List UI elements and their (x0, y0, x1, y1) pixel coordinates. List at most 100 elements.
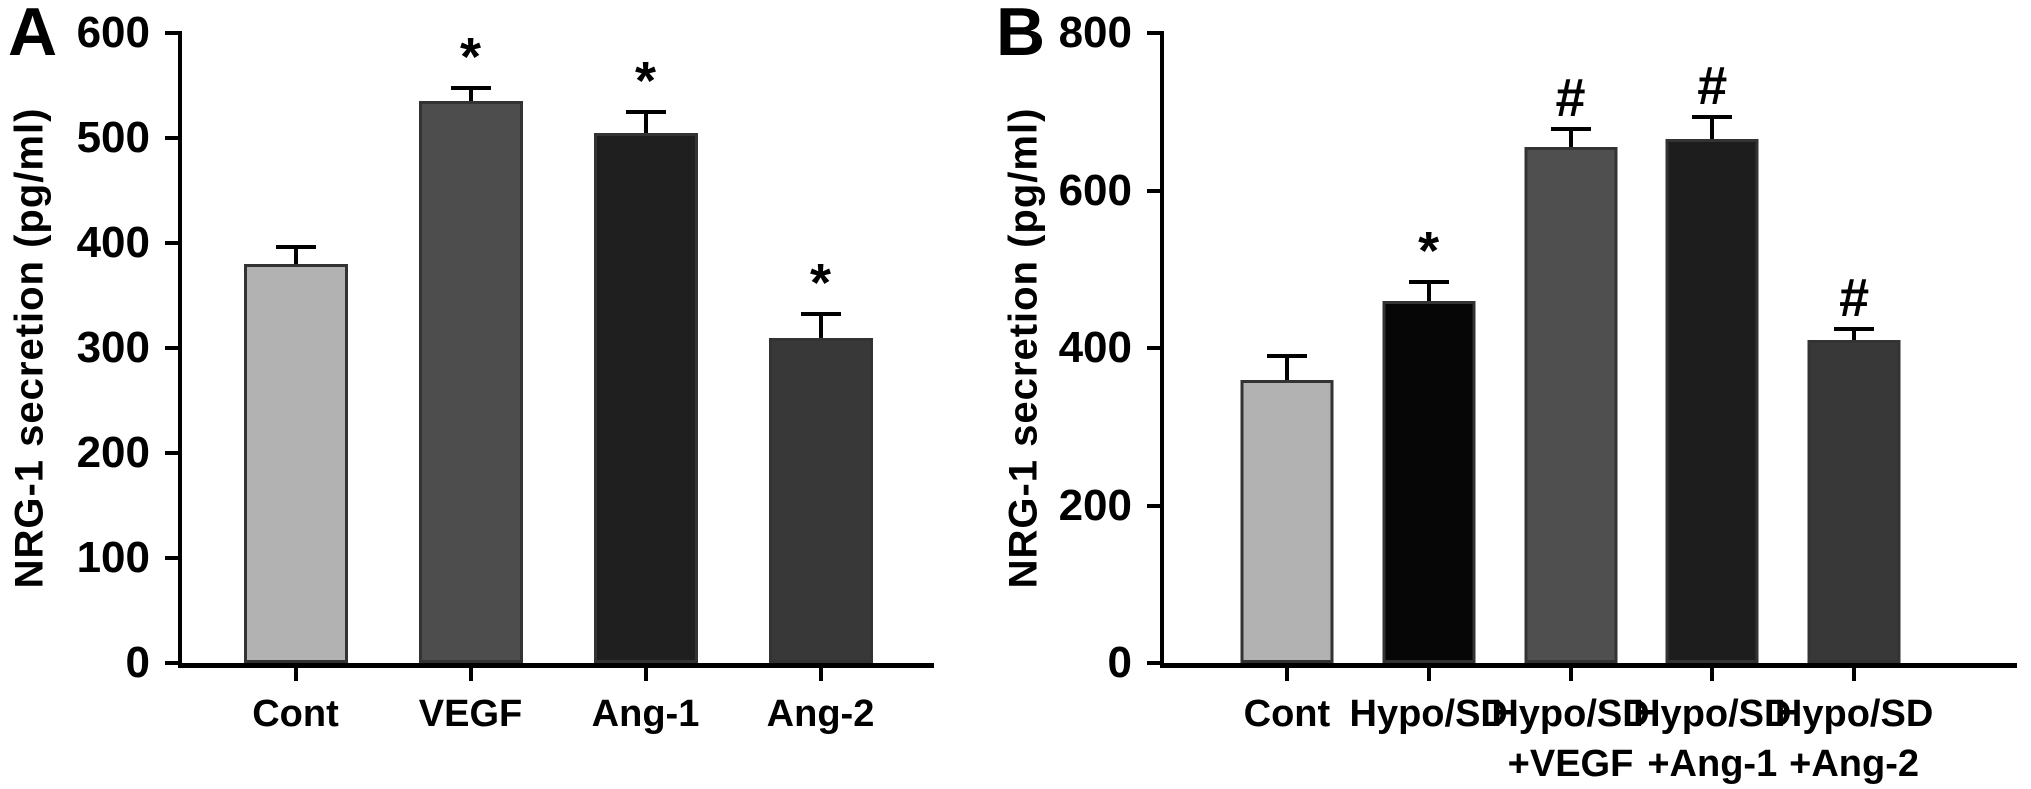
y-axis-tick (1147, 188, 1164, 193)
bar (768, 337, 873, 663)
panel-b-letter: B (996, 0, 1046, 70)
y-axis-tick (1147, 661, 1164, 665)
x-axis-tick (293, 668, 298, 681)
y-axis-tick-label: 200 (76, 428, 150, 478)
panel-b: B NRG-1 secretion (pg/ml) Cont * Hypo/SD # H… (988, 0, 2031, 787)
panel-b-bars-area: Cont * Hypo/SD # Hypo/SD +VEGF # Hypo/SD +Ang-1 #… (1216, 33, 1933, 785)
x-axis-tick (1710, 668, 1715, 681)
y-axis-tick (165, 451, 182, 456)
x-category-label-line: Ang-1 (591, 693, 700, 735)
panel-b-plot-area: Cont * Hypo/SD # Hypo/SD +VEGF # Hypo/SD +Ang-1 #… (1059, 11, 2017, 785)
error-bar-stem (643, 109, 648, 133)
x-category-label-line: Hypo/SD (1774, 693, 1934, 735)
panel-a-plot-area: Cont * VEGF * Ang-1 * Ang-2 0 100 200 300 400 500 60… (77, 11, 934, 735)
error-bar-stem (1852, 326, 1857, 341)
error-bar (1550, 126, 1591, 148)
panel-a: A NRG-1 secretion (pg/ml) Cont * VEGF * Ang-… (0, 0, 988, 787)
error-bar (1408, 280, 1449, 301)
x-category-label: Ang-1 (592, 689, 700, 739)
x-category-label-line: +Ang-1 (1647, 743, 1778, 786)
x-category-label: Ang-2 (767, 689, 875, 739)
x-axis-tick (643, 668, 648, 681)
y-axis-tick-label: 200 (1058, 480, 1132, 530)
error-bar (1834, 326, 1875, 341)
y-axis-tick-label: 600 (1058, 165, 1132, 215)
error-bar-cap (1550, 126, 1591, 131)
y-axis-tick (1147, 31, 1164, 35)
bar (1665, 139, 1759, 663)
x-category-label-line: Hypo/SD (1633, 693, 1792, 735)
y-axis-tick (1147, 346, 1164, 350)
error-bar-cap (450, 85, 491, 90)
y-axis-tick-label: 0 (1107, 638, 1132, 687)
bar (1382, 300, 1476, 663)
y-axis-tick (165, 346, 182, 350)
bar (1240, 379, 1334, 663)
significance-symbol: * (634, 50, 657, 111)
x-axis-tick (1568, 668, 1573, 681)
significance-symbol: # (1839, 267, 1870, 328)
x-category-label-line: Hypo/SD (1349, 693, 1508, 735)
error-bar-stem (1568, 126, 1573, 148)
y-axis-tick (1147, 503, 1164, 508)
x-axis-tick (1426, 668, 1431, 681)
y-axis-tick-label: 600 (76, 8, 150, 57)
x-category-label-line: Cont (252, 693, 339, 735)
error-bar (1692, 114, 1733, 140)
error-bar (450, 85, 491, 102)
x-category-label-line: Hypo/SD (1491, 693, 1650, 735)
x-category-label: VEGF (419, 689, 522, 739)
y-axis-tick (165, 136, 182, 140)
error-bar-stem (1284, 353, 1289, 380)
x-category-label: Hypo/SD (1350, 689, 1508, 739)
bar (1524, 147, 1617, 663)
error-bar-cap (275, 245, 316, 250)
y-axis-tick (165, 241, 182, 246)
x-axis-tick (1852, 668, 1857, 681)
panel-a-letter: A (8, 0, 58, 70)
x-category-label: Hypo/SD +Ang-1 (1633, 689, 1791, 789)
error-bar (1266, 353, 1307, 380)
y-axis-tick (165, 661, 182, 665)
x-category-label: Cont (1244, 689, 1331, 739)
x-category-label-line: +VEGF (1507, 743, 1634, 786)
bar (593, 132, 698, 663)
y-axis-tick (165, 556, 182, 561)
x-category-label: Hypo/SD +VEGF (1491, 689, 1649, 789)
significance-symbol: * (809, 253, 832, 314)
x-category-label: Cont (252, 689, 339, 739)
error-bar-stem (818, 312, 823, 338)
error-bar-cap (1692, 114, 1733, 119)
x-category-label-line: +Ang-2 (1789, 743, 1920, 786)
x-axis-tick (468, 668, 473, 681)
bar (418, 101, 523, 663)
y-axis-tick-label: 800 (1058, 8, 1132, 57)
error-bar-cap (1834, 326, 1875, 331)
x-axis-tick (1284, 668, 1289, 681)
significance-symbol: # (1555, 67, 1586, 128)
error-bar (275, 245, 316, 264)
y-axis-tick (165, 31, 182, 35)
error-bar-stem (293, 245, 298, 264)
error-bar-stem (468, 85, 473, 102)
x-category-label: Hypo/SD +Ang-2 (1775, 689, 1933, 789)
x-category-label-line: VEGF (418, 693, 523, 735)
y-axis-tick-label: 100 (76, 533, 150, 583)
y-axis-tick-label: 400 (1058, 323, 1132, 372)
x-category-label-line: Ang-2 (766, 693, 875, 735)
x-category-label-line: Cont (1243, 693, 1331, 735)
y-axis-tick-label: 400 (76, 218, 150, 268)
y-axis-tick-label: 300 (76, 323, 150, 372)
x-axis-tick (818, 668, 823, 681)
error-bar-stem (1426, 280, 1431, 301)
significance-symbol: * (459, 26, 482, 87)
error-bar (625, 109, 666, 133)
error-bar (800, 312, 841, 338)
error-bar-cap (1266, 353, 1307, 358)
bar (1807, 340, 1901, 663)
y-axis-tick-label: 0 (125, 638, 150, 687)
error-bar-cap (800, 312, 841, 317)
y-axis-tick-label: 500 (76, 113, 150, 162)
bar (243, 264, 348, 663)
